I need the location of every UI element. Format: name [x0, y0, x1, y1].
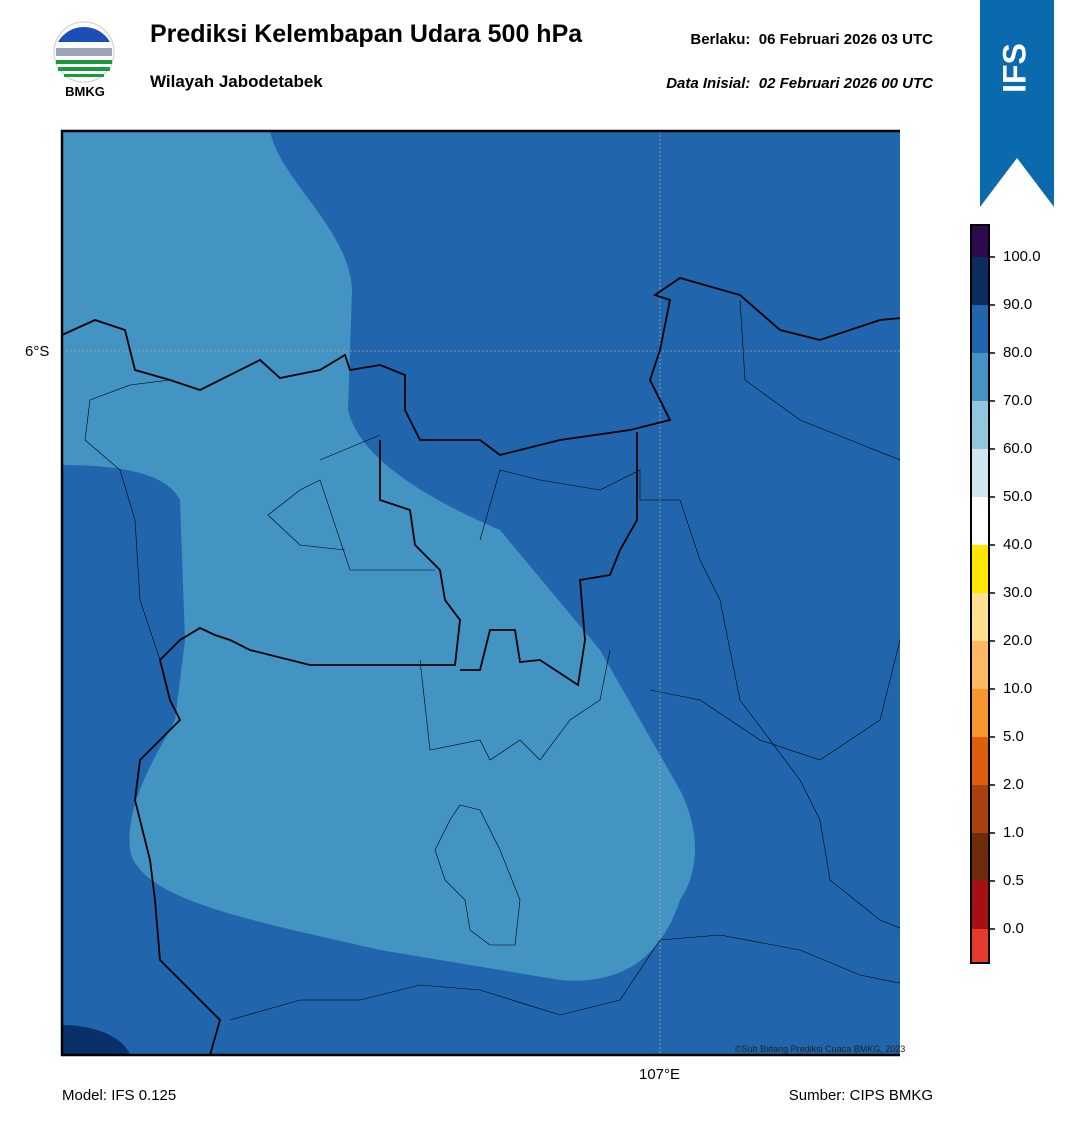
colorbar-segment [971, 305, 989, 353]
valid: Berlaku: 06 Februari 2026 03 UTC [690, 31, 933, 48]
model: Model: IFS 0.125 [62, 1087, 177, 1104]
colorbar-label: 30.0 [1003, 584, 1032, 601]
colorbar-frame [970, 224, 990, 964]
colorbar-label: 90.0 [1003, 296, 1032, 313]
colorbar-label: 50.0 [1003, 488, 1032, 505]
init: Data Inisial: 02 Februari 2026 00 UTC [666, 75, 933, 92]
colorbar-label: 5.0 [1003, 728, 1024, 745]
valid-date: 06 Februari 2026 03 UTC [758, 31, 933, 48]
colorbar-segment [971, 785, 989, 833]
init-label: Data Inisial: [666, 75, 751, 92]
colorbar-segment [971, 593, 989, 641]
colorbar-segment [971, 641, 989, 689]
colorbar-label: 100.0 [1003, 248, 1041, 265]
logo-text: BMKG [65, 84, 105, 98]
colorbar-label: 40.0 [1003, 536, 1032, 553]
colorbar-label: 80.0 [1003, 344, 1032, 361]
colorbar-segment [971, 257, 989, 305]
title: Prediksi Kelembapan Udara 500 hPa [150, 20, 583, 48]
colorbar-label: 0.5 [1003, 872, 1024, 889]
colorbar-label: 1.0 [1003, 824, 1024, 841]
colorbar-segment [971, 449, 989, 497]
credit: ©Sub Bidang Prediksi Cuaca BMKG, 2023 [735, 1044, 906, 1054]
colorbar-segment [971, 225, 989, 257]
colorbar-label: 70.0 [1003, 392, 1032, 409]
colorbar-label: 20.0 [1003, 632, 1032, 649]
colorbar-segment [971, 833, 989, 881]
map [60, 129, 900, 1057]
subtitle: Wilayah Jabodetabek [150, 72, 323, 91]
colorbar: 100.0 90.0 80.0 70.0 60.0 50.0 40.0 30.0 20.0 10.… [970, 224, 1041, 964]
colorbar-label: 10.0 [1003, 680, 1032, 697]
badge-text: IFS [996, 43, 1032, 93]
colorbar-label: 60.0 [1003, 440, 1032, 457]
colorbar-segment [971, 353, 989, 401]
lat-label: 6°S [25, 343, 50, 360]
badge: IFS [980, 0, 1054, 207]
colorbar-segment [971, 689, 989, 737]
valid-label: Berlaku: [690, 31, 751, 48]
logo: BMKG [53, 21, 115, 98]
source: Sumber: CIPS BMKG [788, 1087, 933, 1104]
colorbar-segment [971, 737, 989, 785]
colorbar-segment [971, 545, 989, 593]
colorbar-segment [971, 881, 989, 929]
lon-label: 107°E [639, 1066, 681, 1083]
colorbar-label: 2.0 [1003, 776, 1024, 793]
init-date: 02 Februari 2026 00 UTC [758, 75, 933, 92]
colorbar-label: 0.0 [1003, 920, 1024, 937]
colorbar-segment [971, 497, 989, 545]
colorbar-segment [971, 929, 989, 963]
colorbar-segment [971, 401, 989, 449]
